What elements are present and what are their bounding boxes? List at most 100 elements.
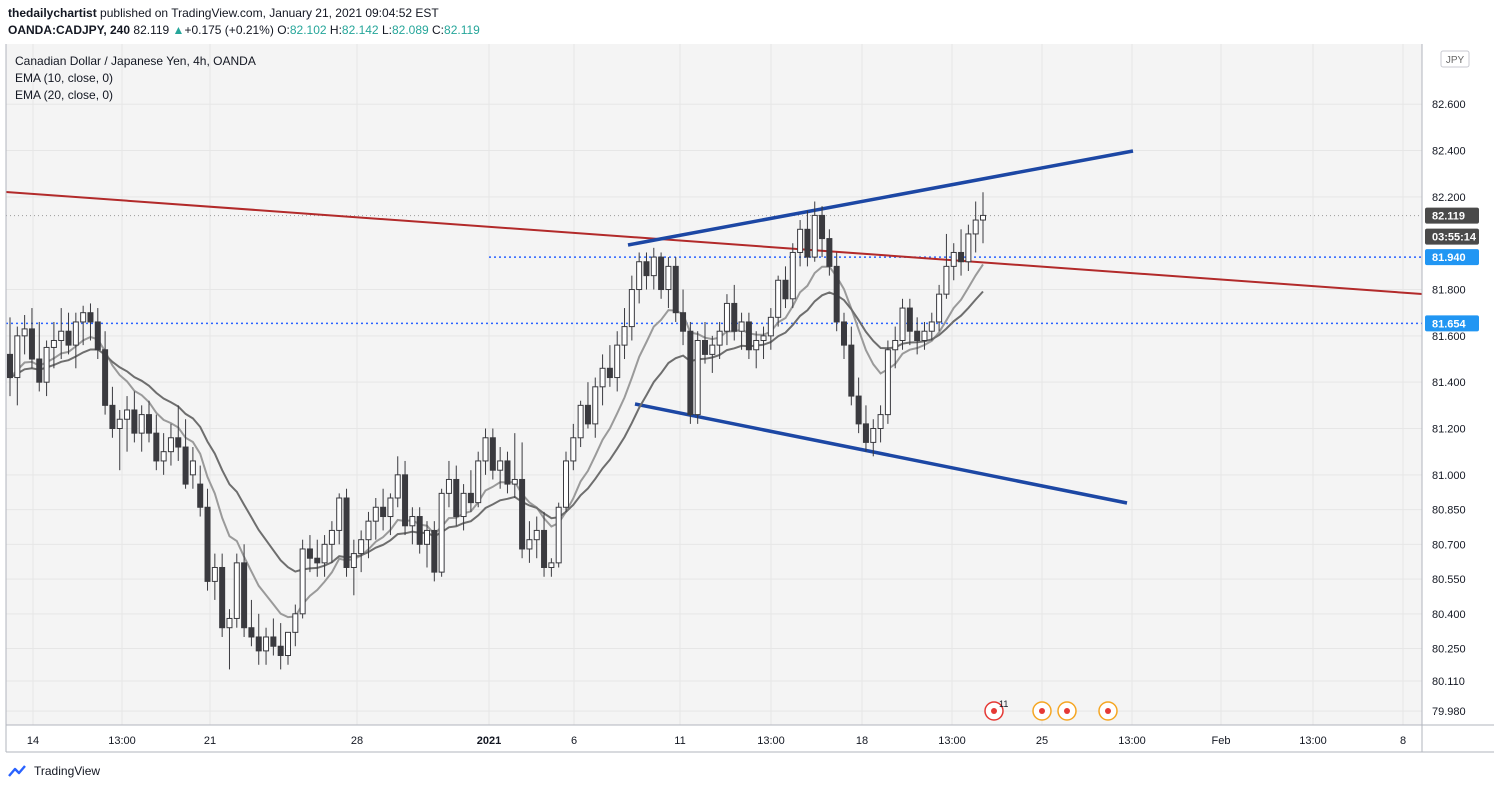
low-label: L: (381, 23, 392, 37)
candle-up (533, 529, 540, 541)
candle-up (438, 492, 445, 573)
price-tick-label: 82.200 (1432, 192, 1466, 204)
candle-up (336, 497, 343, 531)
symbol: OANDA:CADJPY, 240 (8, 23, 131, 37)
candle-up (387, 497, 394, 518)
candle-up (285, 631, 291, 657)
low-value: 82.089 (391, 23, 429, 37)
price-badges: 82.119 03:55:14 81.940 81.654 (1425, 207, 1479, 332)
candle-down (36, 358, 43, 383)
event-dot-icon (991, 708, 997, 714)
event-dot-icon (1105, 708, 1111, 714)
tradingview-logo-icon (8, 765, 26, 777)
footer-brand[interactable]: TradingView (34, 764, 101, 778)
candle-up (980, 214, 986, 221)
candle-up (636, 261, 643, 291)
legend-title: Canadian Dollar / Japanese Yen, 4h, OAND… (15, 54, 256, 68)
candle-down (241, 562, 248, 629)
candle-up (497, 460, 504, 471)
candle-up (445, 478, 452, 494)
time-axis[interactable]: 14 13:00 21 28 2021 6 11 13:00 18 13:00 25 13:00 Feb… (27, 735, 1406, 747)
candle-down (255, 636, 262, 652)
change: +0.175 (+0.21%) (184, 23, 274, 37)
plot-area[interactable] (6, 44, 1422, 725)
close-label: C: (432, 23, 445, 37)
candle-down (541, 529, 548, 568)
candle-up (424, 529, 430, 545)
resistance-trendline (5, 191, 1423, 295)
candle-down (862, 423, 869, 443)
candle-up (928, 321, 935, 332)
candle-down (175, 437, 182, 448)
candle-up (753, 339, 760, 351)
candle-down (906, 307, 913, 332)
legend-ema10[interactable]: EMA (10, close, 0) (15, 71, 113, 85)
candle-up (650, 256, 657, 277)
candle-down (782, 279, 789, 300)
price-tick-label: 79.980 (1432, 706, 1466, 718)
close-value: 82.119 (444, 23, 480, 37)
candle-up (628, 289, 635, 328)
candle-up (775, 279, 782, 318)
candle-up (621, 326, 628, 346)
candle-up (709, 344, 716, 355)
candle-down (219, 566, 226, 629)
price-tick-label: 81.000 (1432, 470, 1466, 482)
candle-up (475, 460, 482, 504)
countdown-badge: 03:55:14 (1432, 232, 1477, 244)
candle-down (584, 404, 591, 425)
candle-up (72, 321, 79, 346)
candle-up (716, 330, 723, 346)
time-tick-label: 21 (204, 735, 216, 747)
price-tick-label: 80.850 (1432, 505, 1466, 517)
author[interactable]: thedailychartist (8, 6, 97, 20)
candle-up (884, 349, 891, 416)
candle-down (204, 506, 211, 582)
candle-down (431, 529, 438, 573)
candle-up (80, 312, 87, 323)
candle-down (94, 321, 101, 351)
candle-up (124, 409, 131, 420)
candle-up (548, 562, 555, 568)
candle-up (233, 562, 240, 619)
time-tick-label: Feb (1212, 735, 1231, 747)
legend-ema20[interactable]: EMA (20, close, 0) (15, 88, 113, 102)
candle-up (160, 451, 167, 462)
candle-up (394, 474, 401, 499)
time-tick-label: 25 (1036, 735, 1048, 747)
candle-up (760, 335, 767, 341)
candle-up (292, 613, 299, 633)
candle-up (563, 460, 569, 508)
ema-10-line (9, 263, 984, 619)
candle-down (804, 228, 811, 258)
candle-down (702, 339, 708, 355)
level-lower-badge-bg (1425, 315, 1479, 332)
candle-up (43, 346, 50, 383)
candle-up (936, 293, 943, 323)
candle-down (841, 321, 847, 346)
candle-down (855, 395, 862, 425)
candle-down (153, 432, 160, 462)
time-tick-label: 13:00 (938, 735, 966, 747)
last-price-badge-bg (1425, 207, 1479, 224)
candle-up (789, 251, 796, 300)
ohlc-bar: OANDA:CADJPY, 240 82.119 ▲+0.175 (+0.21%… (8, 23, 480, 37)
candle-up (738, 321, 745, 332)
candle-down (819, 214, 826, 240)
price-tick-label: 81.200 (1432, 424, 1466, 436)
time-tick-label: 6 (571, 735, 577, 747)
candle-down (102, 349, 109, 406)
candle-down (7, 353, 13, 379)
candle-down (197, 483, 204, 508)
candle-down (643, 261, 650, 277)
price-axis[interactable]: 82.600 82.400 82.200 81.800 81.600 81.400 81.2… (1432, 99, 1466, 718)
candle-down (131, 409, 138, 434)
open-label: O: (277, 23, 290, 37)
candle-down (848, 344, 855, 397)
grid (6, 44, 1422, 725)
candle-up (350, 553, 357, 568)
high-label: H: (329, 23, 342, 37)
event-markers: 11 (984, 699, 1118, 721)
candle-down (504, 460, 511, 485)
